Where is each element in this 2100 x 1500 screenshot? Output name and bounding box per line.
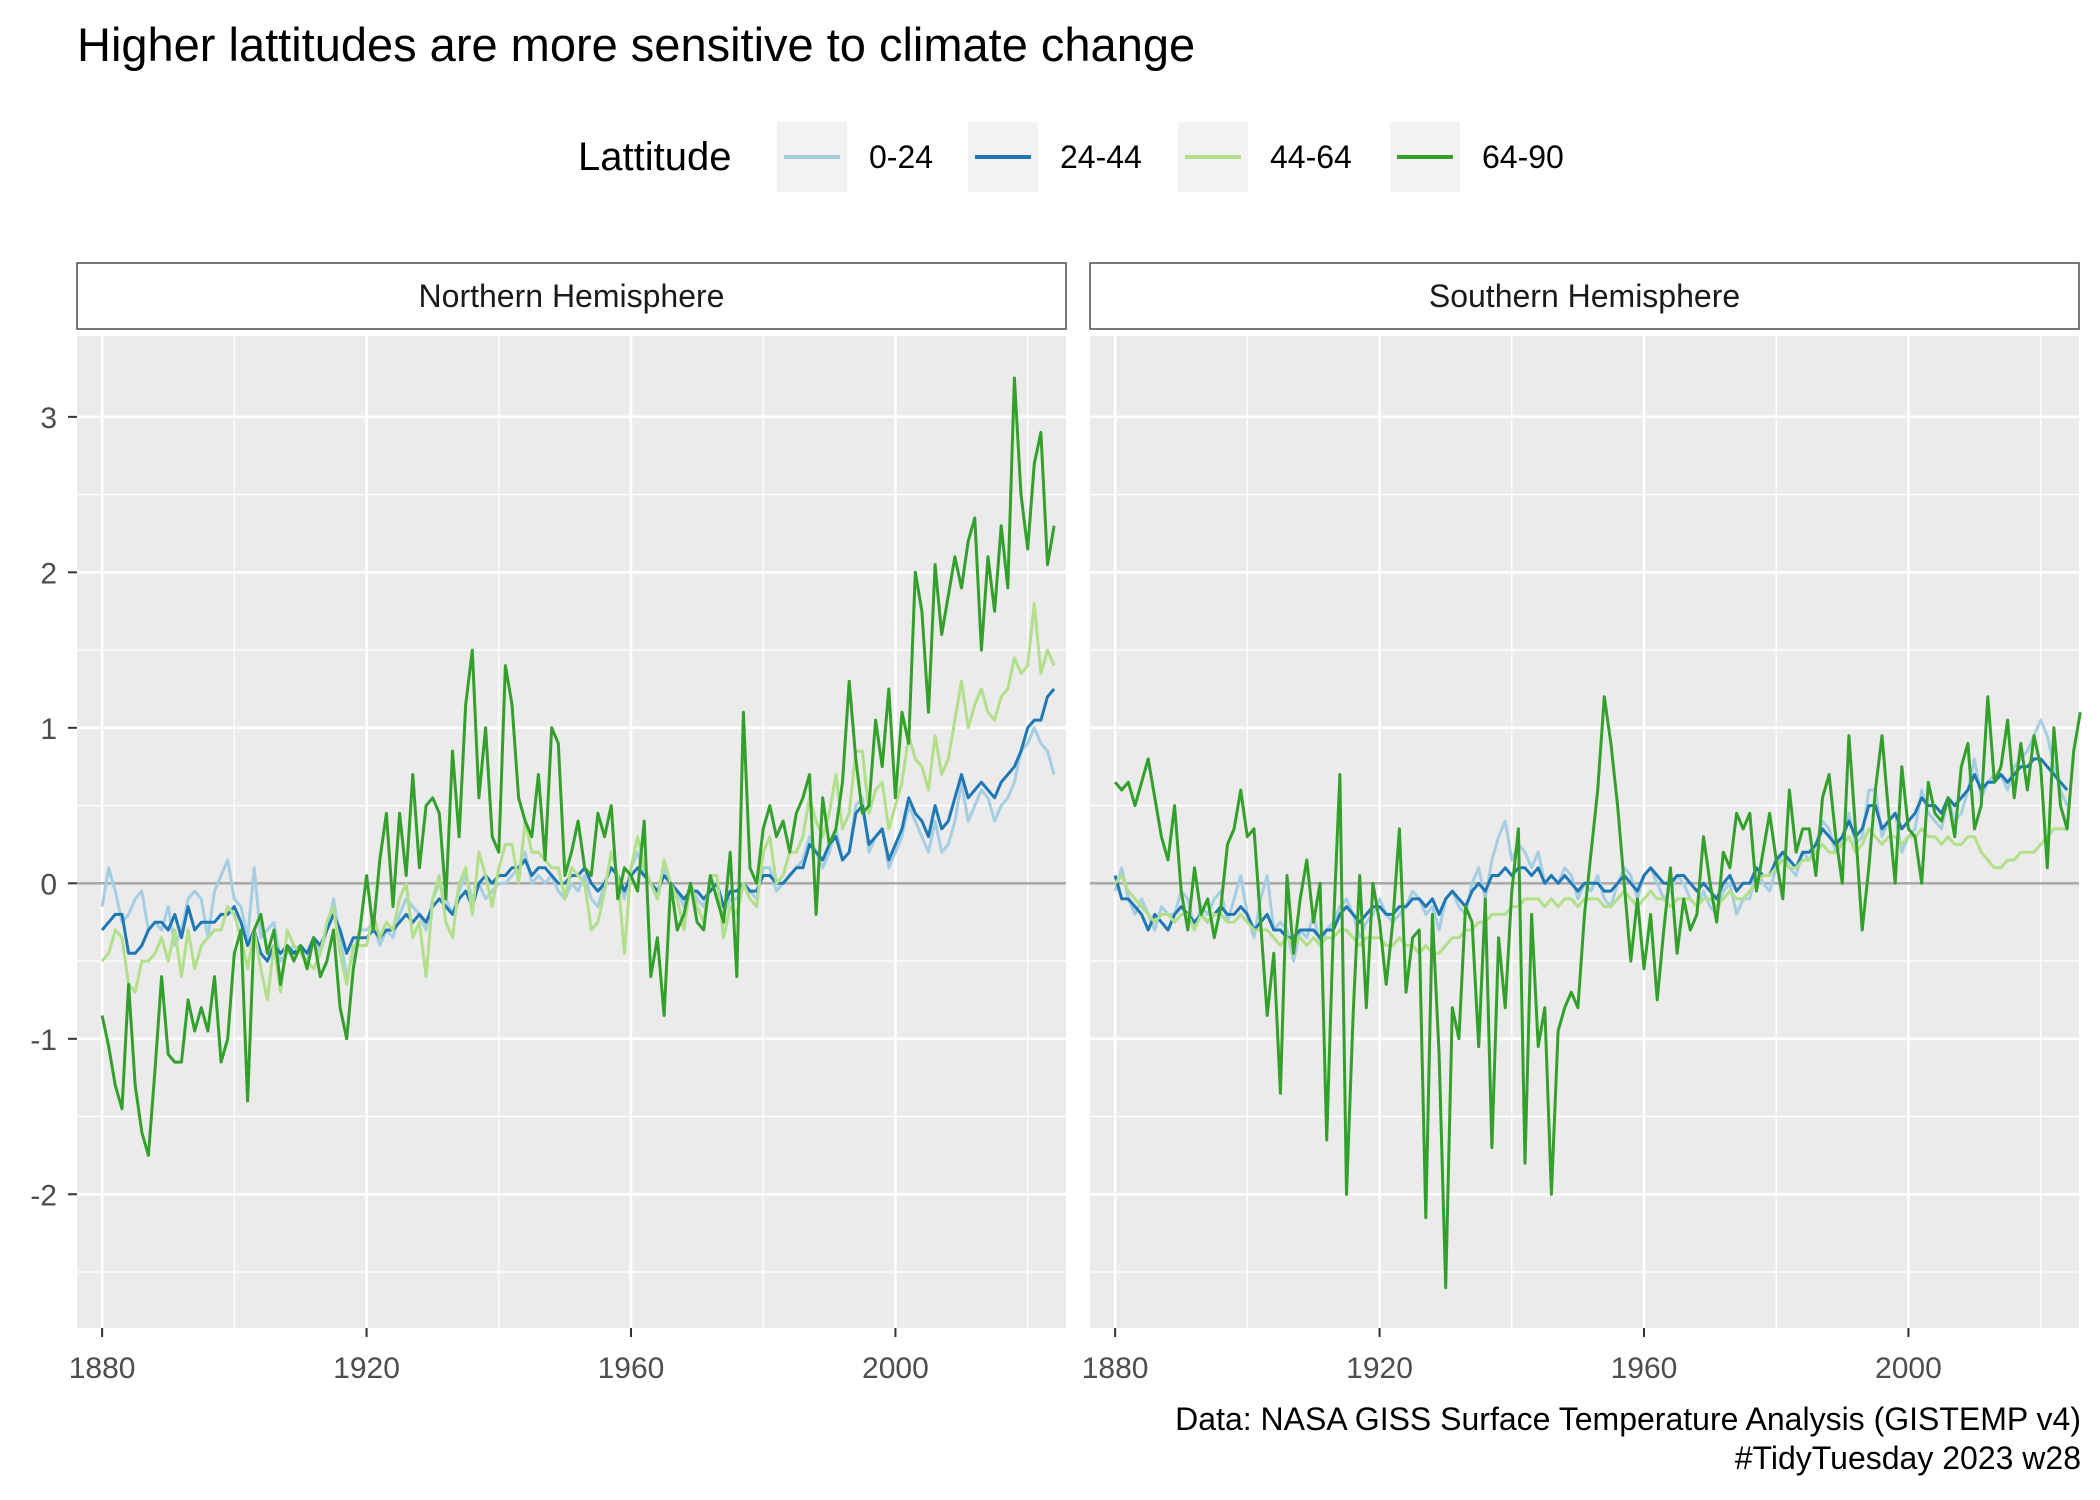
caption-line-2: #TidyTuesday 2023 w28 bbox=[1735, 1440, 2081, 1476]
strip-northern bbox=[76, 262, 1067, 330]
panel-southern: Southern Hemisphere 1880 1920 1960 2000 bbox=[1082, 262, 2082, 1385]
y-tick-label: -1 bbox=[30, 1024, 57, 1057]
x-tick-label: 1960 bbox=[1611, 1352, 1678, 1385]
legend-title: Lattitude bbox=[578, 135, 731, 179]
y-tick-label: 0 bbox=[40, 868, 57, 901]
legend-label-64-90: 64-90 bbox=[1482, 139, 1564, 175]
plot-background-southern bbox=[1090, 336, 2079, 1328]
x-tick-label: 2000 bbox=[862, 1352, 929, 1385]
panel-northern: Northern Hemisphere 1880 1920 1960 2000 -2 -1 0… bbox=[30, 262, 1067, 1385]
legend-label-0-24: 0-24 bbox=[869, 139, 933, 175]
legend-label-24-44: 24-44 bbox=[1060, 139, 1142, 175]
y-tick-label: 2 bbox=[40, 557, 57, 590]
caption: Data: NASA GISS Surface Temperature Anal… bbox=[1175, 1401, 2081, 1476]
y-tick-label: -2 bbox=[30, 1179, 57, 1212]
y-tick-label: 3 bbox=[40, 402, 57, 435]
plot-background-northern bbox=[77, 336, 1066, 1328]
caption-line-1: Data: NASA GISS Surface Temperature Anal… bbox=[1175, 1401, 2081, 1437]
x-tick-label: 1920 bbox=[333, 1352, 400, 1385]
x-tick-label: 1880 bbox=[1082, 1352, 1149, 1385]
x-tick-label: 2000 bbox=[1875, 1352, 1942, 1385]
series-line-northern-44-64 bbox=[100, 601, 1056, 1002]
legend-label-44-64: 44-64 bbox=[1270, 139, 1352, 175]
series-line-northern-0-24 bbox=[100, 726, 1056, 979]
series-line-southern-64-90 bbox=[1113, 695, 2082, 1290]
series-line-northern-64-90 bbox=[100, 376, 1056, 1157]
series-line-southern-44-64 bbox=[1113, 827, 2068, 955]
strip-label-southern: Southern Hemisphere bbox=[1429, 278, 1740, 314]
strip-southern bbox=[1089, 262, 2080, 330]
chart-title: Higher lattitudes are more sensitive to … bbox=[77, 18, 1195, 71]
strip-label-northern: Northern Hemisphere bbox=[419, 278, 725, 314]
y-tick-label: 1 bbox=[40, 713, 57, 746]
x-tick-label: 1920 bbox=[1346, 1352, 1413, 1385]
panels: Northern Hemisphere 1880 1920 1960 2000 -2 -1 0… bbox=[30, 262, 2082, 1385]
legend: Lattitude 0-24 24-44 44-64 64-90 bbox=[578, 122, 1564, 192]
x-tick-label: 1960 bbox=[598, 1352, 665, 1385]
x-tick-label: 1880 bbox=[69, 1352, 136, 1385]
